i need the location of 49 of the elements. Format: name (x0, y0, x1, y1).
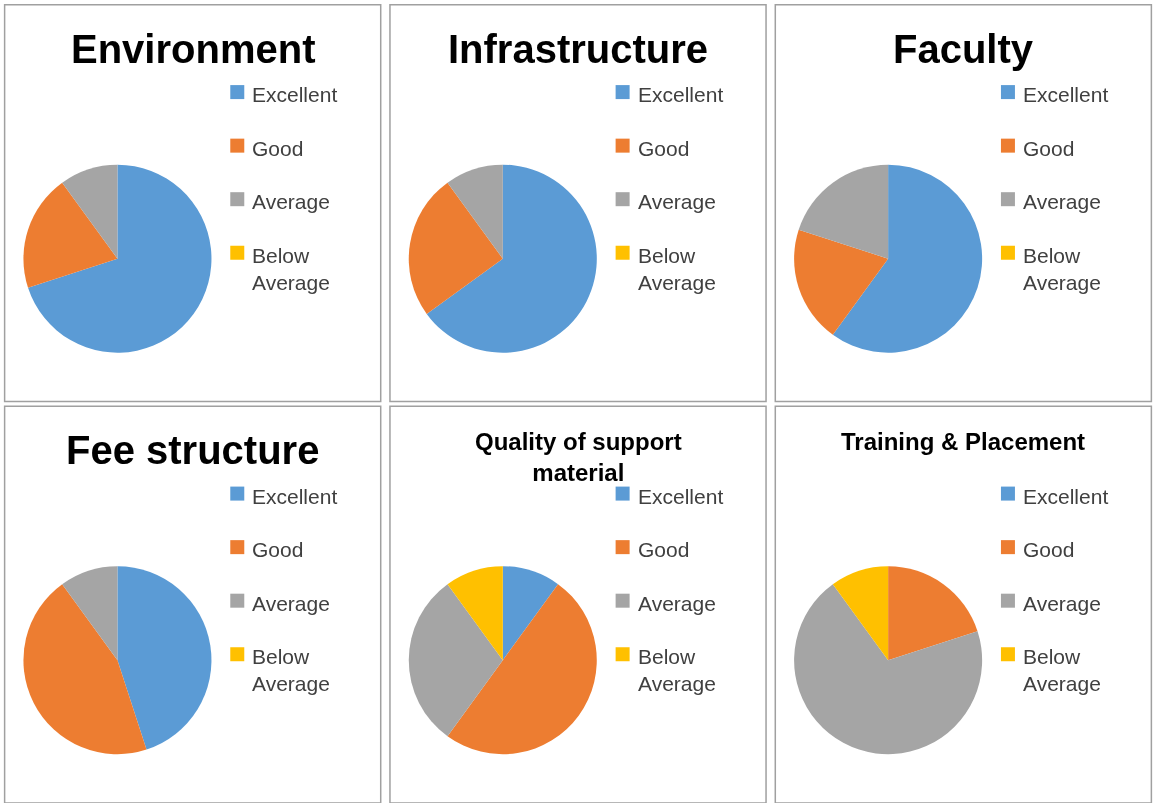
chart-title: Fee structure (66, 428, 320, 472)
legend-label: Average (1023, 592, 1101, 615)
legend-label: Excellent (1023, 83, 1109, 106)
chart-title: Quality of support material (475, 428, 682, 487)
pie-slice (62, 164, 118, 259)
pie-slice (23, 182, 118, 288)
legend-label: Excellent (638, 485, 724, 508)
legend-label: Excellent (252, 83, 338, 106)
pie-slice (117, 566, 212, 750)
chart-title: Training & Placement (841, 428, 1086, 455)
legend-label: Below Average (638, 244, 716, 295)
pie-slice (794, 229, 889, 335)
chart-title: Faculty (893, 27, 1034, 71)
legend-label: Below Average (252, 645, 330, 696)
legend-label: Good (252, 538, 304, 561)
legend-label: Good (638, 137, 690, 160)
pie-slice (888, 566, 978, 661)
legend-label: Good (252, 137, 304, 160)
pie-slice (426, 164, 597, 353)
legend-label: Good (1023, 538, 1075, 561)
chart-title: Infrastructure (448, 27, 709, 71)
legend-label: Average (252, 592, 330, 615)
legend-label: Below Average (638, 645, 716, 696)
legend-label: Below Average (1023, 244, 1101, 295)
pie-slice (832, 164, 983, 353)
legend-label: Good (638, 538, 690, 561)
pie-slice (62, 566, 118, 661)
legend-label: Excellent (638, 83, 724, 106)
pie-slice (502, 566, 559, 661)
pie-slice (447, 566, 503, 661)
legend-label: Excellent (1023, 485, 1109, 508)
legend-label: Below Average (1023, 645, 1101, 696)
chart-title: Environment (71, 27, 316, 71)
legend-label: Average (638, 190, 716, 213)
legend-label: Average (252, 190, 330, 213)
pie-slice (798, 164, 889, 259)
legend-label: Average (1023, 190, 1101, 213)
legend-label: Average (638, 592, 716, 615)
legend-label: Good (1023, 137, 1075, 160)
pie-slice (447, 584, 597, 755)
pie-slice (447, 164, 503, 259)
pie-slice (23, 584, 147, 755)
pie-slice (408, 182, 503, 314)
pie-slice (28, 164, 212, 353)
pie-slice (408, 584, 503, 737)
legend-label: Below Average (252, 244, 330, 295)
pie-slice (794, 584, 982, 755)
legend-label: Excellent (252, 485, 338, 508)
pie-slice (832, 566, 889, 661)
